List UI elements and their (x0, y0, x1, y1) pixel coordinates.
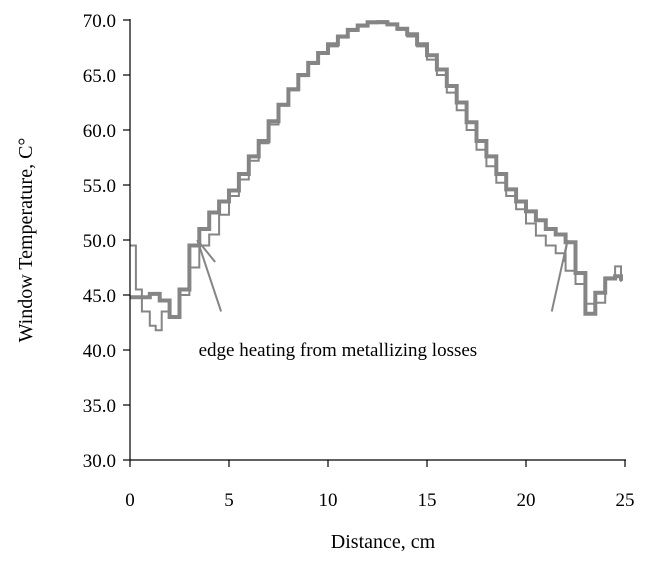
series-line-thin (130, 20, 622, 332)
annotation-arrows (196, 239, 569, 312)
y-tick-label: 30.0 (83, 451, 116, 472)
x-axis-ticks: 0 5 10 15 20 25 (125, 460, 635, 511)
series-line-thick (130, 20, 623, 319)
y-axis-title: Window Temperature, C° (15, 138, 37, 343)
x-axis-title: Distance, cm (331, 531, 436, 553)
annotation-text: edge heating from metallizing losses (199, 340, 478, 361)
annotation-arrow-line (196, 239, 216, 263)
y-tick-label: 60.0 (83, 121, 116, 142)
x-tick-label: 25 (616, 490, 635, 511)
annotation-arrow-line (562, 239, 569, 263)
x-tick-label: 0 (125, 490, 135, 511)
y-tick-label: 40.0 (83, 341, 116, 362)
y-tick-label: 55.0 (83, 176, 116, 197)
y-axis-ticks: 30.0 35.0 40.0 45.0 50.0 55.0 60.0 65.0 70.0 (83, 11, 130, 472)
y-tick-label: 65.0 (83, 66, 116, 87)
x-tick-label: 5 (224, 490, 234, 511)
annotation-arrow-line (196, 239, 223, 312)
x-tick-label: 10 (319, 490, 338, 511)
x-tick-label: 20 (517, 490, 536, 511)
y-tick-label: 35.0 (83, 396, 116, 417)
x-tick-label: 15 (418, 490, 437, 511)
series-layer (130, 20, 623, 332)
y-tick-label: 50.0 (83, 231, 116, 252)
y-tick-label: 70.0 (83, 11, 116, 32)
y-tick-label: 45.0 (83, 286, 116, 307)
